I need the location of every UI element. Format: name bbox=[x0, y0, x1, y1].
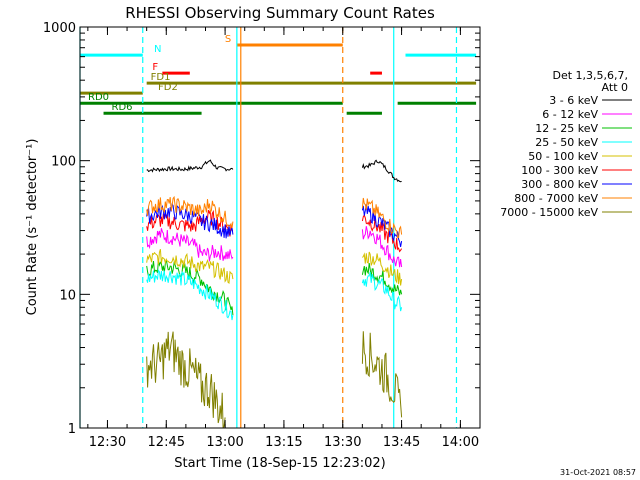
series-line bbox=[361, 263, 403, 296]
series-line bbox=[361, 226, 403, 268]
y-axis-label: Count Rate (s⁻¹ detector⁻¹) bbox=[25, 139, 40, 316]
flag-bar-label: N bbox=[154, 44, 161, 55]
y-tick-label: 1000 bbox=[43, 21, 76, 36]
flag-bar-label: F bbox=[152, 62, 158, 73]
legend-entry-label: 800 - 7000 keV bbox=[514, 192, 598, 205]
y-tick-label: 100 bbox=[51, 155, 76, 170]
legend-title: Det 1,3,5,6,7, bbox=[552, 69, 628, 82]
legend-entry-label: 7000 - 15000 keV bbox=[500, 206, 598, 219]
y-tick-label: 1 bbox=[68, 422, 76, 437]
flag-bar-label: FD1 bbox=[151, 72, 171, 83]
axis-ticks: 12:30 12:45 13:00 13:15 13:30 13:45 14:00 1 10 10… bbox=[43, 21, 481, 450]
x-tick-label: 13:30 bbox=[324, 435, 361, 450]
series-line bbox=[146, 249, 234, 284]
flag-bar-label: S bbox=[225, 34, 231, 45]
x-tick-label: 13:00 bbox=[206, 435, 243, 450]
flag-bar-label: RD6 bbox=[112, 102, 133, 113]
flag-bar-label: RD0 bbox=[88, 92, 109, 103]
series-line bbox=[361, 271, 403, 312]
series-line bbox=[146, 202, 234, 239]
series-line bbox=[361, 214, 403, 253]
series-line bbox=[362, 251, 403, 286]
series-line bbox=[146, 209, 234, 237]
series-lines bbox=[146, 159, 403, 429]
series-line bbox=[361, 197, 403, 238]
x-tick-label: 12:45 bbox=[148, 435, 185, 450]
legend-entry-label: 12 - 25 keV bbox=[535, 122, 598, 135]
x-tick-label: 13:15 bbox=[265, 435, 302, 450]
legend-title: Att 0 bbox=[602, 81, 628, 94]
x-axis-label: Start Time (18-Sep-15 12:23:02) bbox=[174, 456, 385, 471]
y-tick-label: 10 bbox=[59, 288, 76, 303]
series-line bbox=[361, 204, 403, 247]
legend-entry-label: 100 - 300 keV bbox=[521, 164, 598, 177]
x-tick-label: 13:45 bbox=[383, 435, 420, 450]
timestamp: 31-Oct-2021 08:57 bbox=[560, 468, 636, 477]
series-line bbox=[146, 268, 234, 321]
series-line bbox=[146, 159, 234, 173]
legend-entry-label: 50 - 100 keV bbox=[528, 150, 598, 163]
series-line bbox=[146, 331, 226, 429]
flag-bar-label: FD2 bbox=[158, 82, 178, 93]
legend-entry-label: 25 - 50 keV bbox=[535, 136, 598, 149]
x-tick-label: 12:30 bbox=[89, 435, 126, 450]
plot-frame bbox=[79, 26, 481, 429]
x-tick-label: 14:00 bbox=[442, 435, 479, 450]
legend-entry-label: 300 - 800 keV bbox=[521, 178, 598, 191]
series-line bbox=[146, 228, 234, 262]
legend-entry-label: 6 - 12 keV bbox=[542, 108, 598, 121]
chart-title: RHESSI Observing Summary Count Rates bbox=[125, 4, 435, 22]
series-line bbox=[361, 159, 402, 183]
legend-entry-label: 3 - 6 keV bbox=[549, 94, 598, 107]
series-line bbox=[361, 331, 403, 418]
series-line bbox=[146, 195, 234, 229]
